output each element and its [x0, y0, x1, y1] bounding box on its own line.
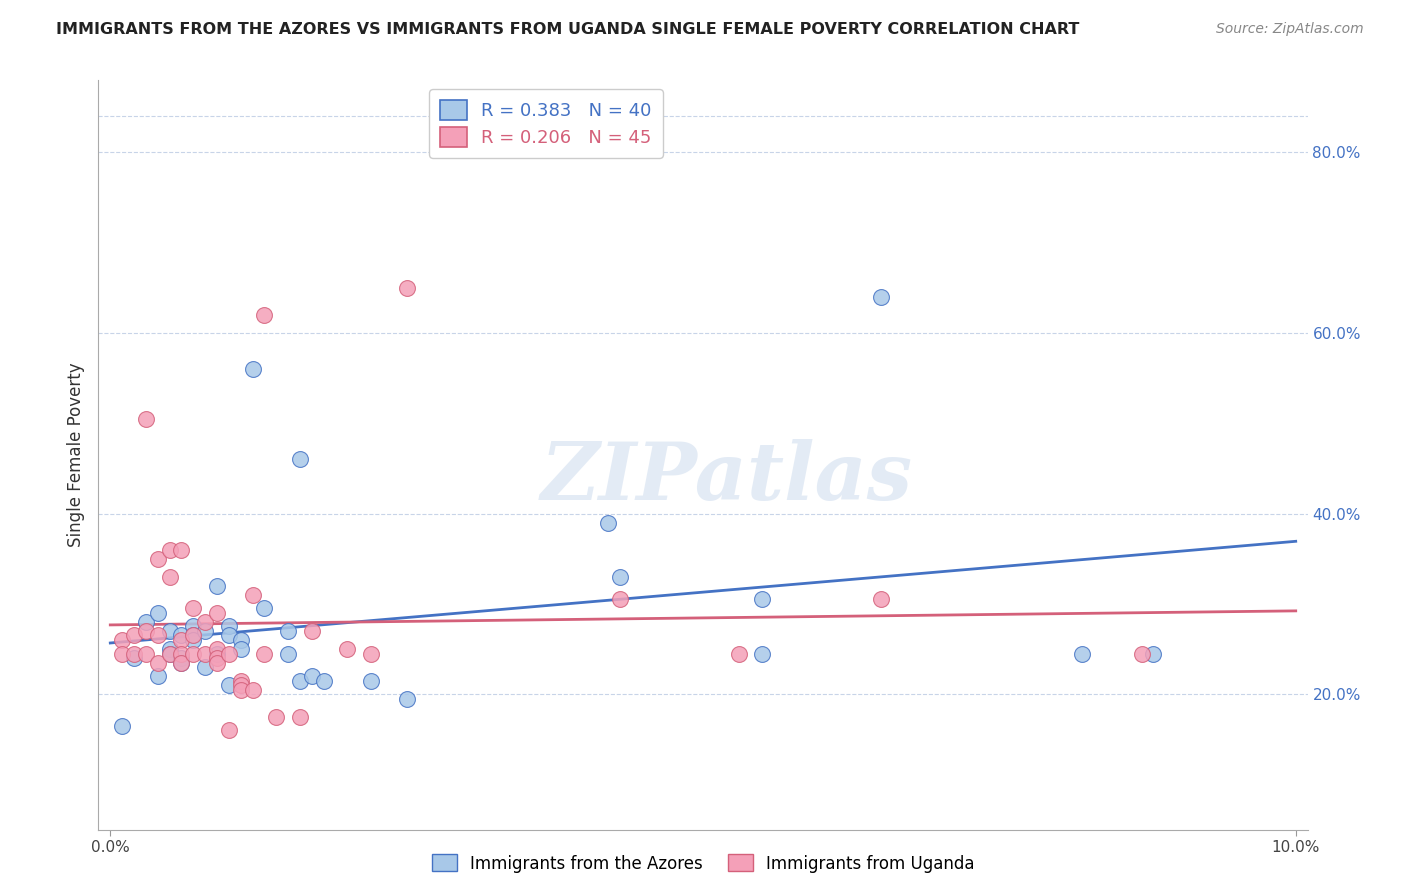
Point	[111, 632, 134, 647]
Point	[277, 647, 299, 661]
Point	[146, 669, 169, 683]
Text: ZIPatlas: ZIPatlas	[541, 439, 914, 516]
Point	[122, 651, 145, 665]
Point	[301, 669, 323, 683]
Point	[205, 579, 228, 593]
Point	[205, 642, 228, 657]
Point	[122, 628, 145, 642]
Point	[609, 570, 631, 584]
Point	[253, 601, 276, 615]
Point	[135, 412, 157, 426]
Y-axis label: Single Female Poverty: Single Female Poverty	[66, 363, 84, 547]
Point	[170, 647, 193, 661]
Point	[727, 647, 749, 661]
Point	[146, 606, 169, 620]
Point	[598, 516, 620, 530]
Point	[229, 682, 252, 697]
Point	[242, 588, 264, 602]
Point	[159, 570, 181, 584]
Point	[277, 624, 299, 638]
Point	[181, 632, 204, 647]
Point	[170, 656, 193, 670]
Point	[111, 719, 134, 733]
Point	[135, 647, 157, 661]
Point	[218, 619, 240, 633]
Point	[395, 691, 418, 706]
Point	[181, 628, 204, 642]
Point	[159, 624, 181, 638]
Point	[194, 624, 217, 638]
Point	[205, 606, 228, 620]
Point	[288, 452, 311, 467]
Point	[264, 709, 287, 723]
Point	[159, 642, 181, 657]
Point	[1142, 647, 1164, 661]
Point	[869, 592, 891, 607]
Legend: R = 0.383   N = 40, R = 0.206   N = 45: R = 0.383 N = 40, R = 0.206 N = 45	[429, 89, 662, 158]
Point	[869, 290, 891, 304]
Point	[111, 647, 134, 661]
Point	[229, 642, 252, 657]
Point	[229, 632, 252, 647]
Point	[312, 673, 335, 688]
Point	[336, 642, 359, 657]
Point	[205, 656, 228, 670]
Point	[181, 601, 204, 615]
Point	[218, 647, 240, 661]
Point	[242, 362, 264, 376]
Point	[194, 660, 217, 674]
Point	[181, 628, 204, 642]
Point	[242, 682, 264, 697]
Point	[751, 592, 773, 607]
Point	[229, 678, 252, 692]
Point	[181, 619, 204, 633]
Point	[181, 647, 204, 661]
Point	[135, 624, 157, 638]
Point	[229, 673, 252, 688]
Point	[301, 624, 323, 638]
Point	[146, 551, 169, 566]
Point	[194, 615, 217, 629]
Point	[288, 709, 311, 723]
Point	[360, 673, 382, 688]
Point	[159, 647, 181, 661]
Point	[360, 647, 382, 661]
Point	[122, 647, 145, 661]
Point	[609, 592, 631, 607]
Point	[288, 673, 311, 688]
Point	[194, 647, 217, 661]
Point	[751, 647, 773, 661]
Point	[1130, 647, 1153, 661]
Point	[159, 647, 181, 661]
Point	[170, 542, 193, 557]
Point	[1071, 647, 1094, 661]
Point	[159, 542, 181, 557]
Point	[253, 308, 276, 322]
Point	[135, 615, 157, 629]
Point	[170, 656, 193, 670]
Point	[218, 628, 240, 642]
Point	[253, 647, 276, 661]
Legend: Immigrants from the Azores, Immigrants from Uganda: Immigrants from the Azores, Immigrants f…	[425, 847, 981, 880]
Point	[205, 647, 228, 661]
Text: Source: ZipAtlas.com: Source: ZipAtlas.com	[1216, 22, 1364, 37]
Point	[146, 628, 169, 642]
Point	[218, 678, 240, 692]
Point	[395, 281, 418, 295]
Point	[146, 656, 169, 670]
Point	[218, 723, 240, 738]
Point	[170, 632, 193, 647]
Point	[170, 651, 193, 665]
Point	[205, 651, 228, 665]
Point	[170, 628, 193, 642]
Text: IMMIGRANTS FROM THE AZORES VS IMMIGRANTS FROM UGANDA SINGLE FEMALE POVERTY CORRE: IMMIGRANTS FROM THE AZORES VS IMMIGRANTS…	[56, 22, 1080, 37]
